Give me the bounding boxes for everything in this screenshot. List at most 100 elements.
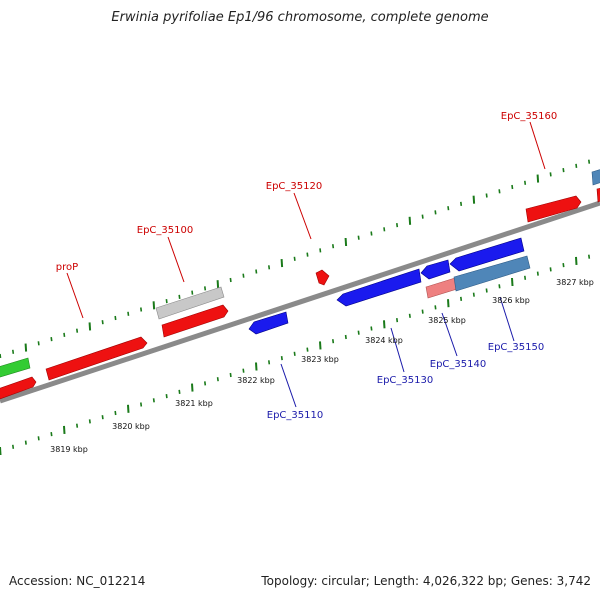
tick-mark bbox=[447, 206, 450, 211]
label-EpC_35160[interactable]: EpC_35160 bbox=[501, 111, 557, 122]
tick-mark bbox=[319, 341, 322, 350]
tick-mark bbox=[306, 252, 309, 257]
tick-mark bbox=[268, 265, 271, 270]
tick-mark bbox=[370, 231, 373, 236]
gene-blue-large[interactable] bbox=[449, 237, 525, 272]
forward-gene-labels: proP EpC_35100 EpC_35120 EpC_35160 bbox=[56, 111, 557, 273]
tick-mark bbox=[114, 410, 117, 416]
tick-mark bbox=[280, 259, 284, 268]
tick-mark bbox=[268, 360, 271, 365]
scale-label: 3819 kbp bbox=[50, 445, 88, 454]
tick-mark bbox=[396, 223, 399, 228]
gene-EpC_35110[interactable] bbox=[248, 311, 289, 335]
tick-mark bbox=[485, 193, 488, 198]
tick-mark bbox=[524, 180, 527, 185]
tick-mark bbox=[357, 235, 360, 240]
label-EpC_35140[interactable]: EpC_35140 bbox=[430, 359, 486, 370]
tick-mark bbox=[242, 368, 245, 373]
gene-EpC_35100[interactable] bbox=[161, 304, 229, 338]
tick-mark bbox=[76, 328, 79, 333]
gene-right-edge-red[interactable] bbox=[596, 187, 600, 203]
tick-mark bbox=[293, 256, 296, 261]
tick-mark bbox=[255, 269, 258, 274]
tick-mark bbox=[204, 286, 207, 291]
tick-mark bbox=[88, 419, 91, 424]
tick-mark bbox=[127, 311, 130, 316]
lower-tick-track bbox=[0, 254, 591, 456]
tick-mark bbox=[229, 372, 232, 378]
tick-mark bbox=[434, 305, 437, 310]
tick-mark bbox=[24, 440, 27, 445]
gene-red-left[interactable] bbox=[0, 376, 37, 400]
tick-mark bbox=[152, 301, 156, 310]
scale-label: 3822 kbp bbox=[237, 376, 275, 385]
tick-mark bbox=[127, 404, 130, 413]
tick-mark bbox=[408, 216, 412, 225]
tick-mark bbox=[549, 267, 552, 272]
label-EpC_35110[interactable]: EpC_35110 bbox=[267, 410, 323, 421]
tick-mark bbox=[229, 277, 232, 283]
label-EpC_35150[interactable]: EpC_35150 bbox=[488, 342, 544, 353]
label-EpC_35100[interactable]: EpC_35100 bbox=[137, 225, 193, 236]
tick-mark bbox=[344, 334, 347, 340]
gene-gray[interactable] bbox=[155, 286, 225, 320]
tick-mark bbox=[24, 343, 28, 352]
tick-mark bbox=[50, 337, 53, 342]
tick-mark bbox=[383, 227, 386, 232]
tick-mark bbox=[460, 201, 463, 206]
tick-mark bbox=[319, 248, 322, 253]
tick-mark bbox=[204, 381, 207, 386]
gene-pink[interactable] bbox=[425, 277, 458, 299]
tick-mark bbox=[280, 356, 283, 361]
tick-mark bbox=[536, 174, 540, 183]
tick-mark bbox=[255, 362, 258, 371]
tick-mark bbox=[216, 280, 220, 289]
gene-EpC_35140[interactable] bbox=[420, 259, 451, 280]
scale-label: 3820 kbp bbox=[112, 422, 150, 431]
tick-mark bbox=[396, 318, 399, 323]
tick-mark bbox=[498, 189, 501, 194]
tick-mark bbox=[588, 254, 591, 259]
tick-mark bbox=[588, 159, 591, 164]
tick-mark bbox=[562, 263, 565, 268]
label-EpC_35130[interactable]: EpC_35130 bbox=[377, 375, 433, 386]
tick-mark bbox=[178, 389, 181, 394]
label-proP[interactable]: proP bbox=[56, 262, 78, 273]
chromosome-backbone bbox=[0, 200, 600, 404]
reverse-gene-labels: EpC_35110 EpC_35130 EpC_35140 EpC_35150 bbox=[267, 342, 544, 421]
gene-EpC_35150[interactable] bbox=[453, 255, 531, 292]
tick-mark bbox=[524, 275, 527, 280]
tick-mark bbox=[37, 436, 40, 441]
tick-mark bbox=[114, 315, 117, 321]
tick-mark bbox=[165, 394, 168, 399]
tick-mark bbox=[344, 237, 348, 247]
tick-mark bbox=[152, 398, 155, 403]
reverse-strand-genes bbox=[248, 237, 531, 335]
tick-mark bbox=[357, 330, 360, 335]
gene-EpC_35160[interactable] bbox=[525, 195, 582, 223]
tick-mark bbox=[485, 288, 488, 293]
tick-mark bbox=[434, 210, 437, 215]
tick-mark bbox=[421, 214, 424, 219]
tick-mark bbox=[0, 446, 2, 456]
tick-mark bbox=[140, 307, 143, 312]
map-title: Erwinia pyrifoliae Ep1/96 chromosome, co… bbox=[111, 10, 489, 25]
scale-label: 3821 kbp bbox=[175, 399, 213, 408]
gene-proP[interactable] bbox=[45, 336, 148, 381]
tick-mark bbox=[63, 332, 66, 337]
scale-label: 3824 kbp bbox=[365, 336, 403, 345]
tick-mark bbox=[575, 256, 578, 265]
tick-mark bbox=[460, 296, 463, 301]
label-EpC_35120[interactable]: EpC_35120 bbox=[266, 181, 322, 192]
scale-label: 3827 kbp bbox=[556, 278, 594, 287]
gene-EpC_35130[interactable] bbox=[336, 268, 422, 307]
scale-label: 3826 kbp bbox=[492, 296, 530, 305]
gene-EpC_35120[interactable] bbox=[315, 269, 330, 286]
gene-right-edge-steel[interactable] bbox=[591, 168, 600, 186]
tick-mark bbox=[101, 415, 104, 420]
tick-mark bbox=[140, 402, 143, 407]
tick-mark bbox=[421, 309, 424, 314]
gene-green[interactable] bbox=[0, 357, 31, 378]
scale-labels: 3819 kbp 3820 kbp 3821 kbp 3822 kbp 3823… bbox=[50, 278, 594, 454]
